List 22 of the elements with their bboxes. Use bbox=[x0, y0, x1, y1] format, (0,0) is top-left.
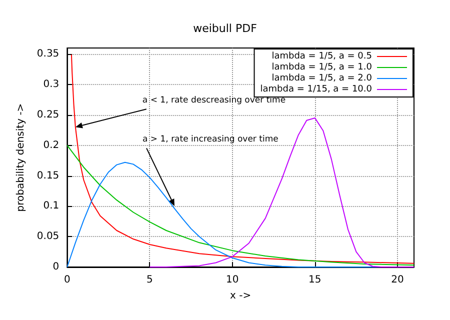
y-tick-label: 0.2 bbox=[43, 140, 60, 151]
y-tick-label: 0.1 bbox=[43, 200, 60, 212]
x-tick-label: 10 bbox=[226, 274, 239, 286]
annotation: a > 1, rate increasing over time bbox=[142, 134, 278, 145]
x-tick-label: 5 bbox=[146, 274, 153, 286]
line-series bbox=[149, 117, 414, 268]
x-tick-label: 20 bbox=[391, 274, 404, 286]
x-tick-label: 0 bbox=[64, 274, 70, 286]
legend-label: lambda = 1/15, a = 10.0 bbox=[260, 84, 372, 94]
x-tick-label: 15 bbox=[308, 274, 322, 286]
y-tick-label: 0.05 bbox=[36, 231, 60, 242]
legend-label: lambda = 1/5, a = 1.0 bbox=[272, 62, 372, 72]
y-tick-label: 0 bbox=[52, 262, 60, 272]
y-tick-label: 0.25 bbox=[36, 109, 60, 120]
y-tick-label: 0.3 bbox=[43, 79, 60, 90]
y-axis-title: probability density -> bbox=[16, 103, 26, 212]
y-tick-label: 0.35 bbox=[36, 48, 60, 60]
legend-label: lambda = 1/5, a = 0.5 bbox=[272, 52, 372, 62]
y-tick-label: 0.15 bbox=[36, 170, 60, 182]
x-axis-title: x -> bbox=[230, 290, 252, 302]
chart-title: weibull PDF bbox=[193, 22, 257, 35]
legend-label: lambda = 1/5, a = 2.0 bbox=[272, 74, 372, 84]
